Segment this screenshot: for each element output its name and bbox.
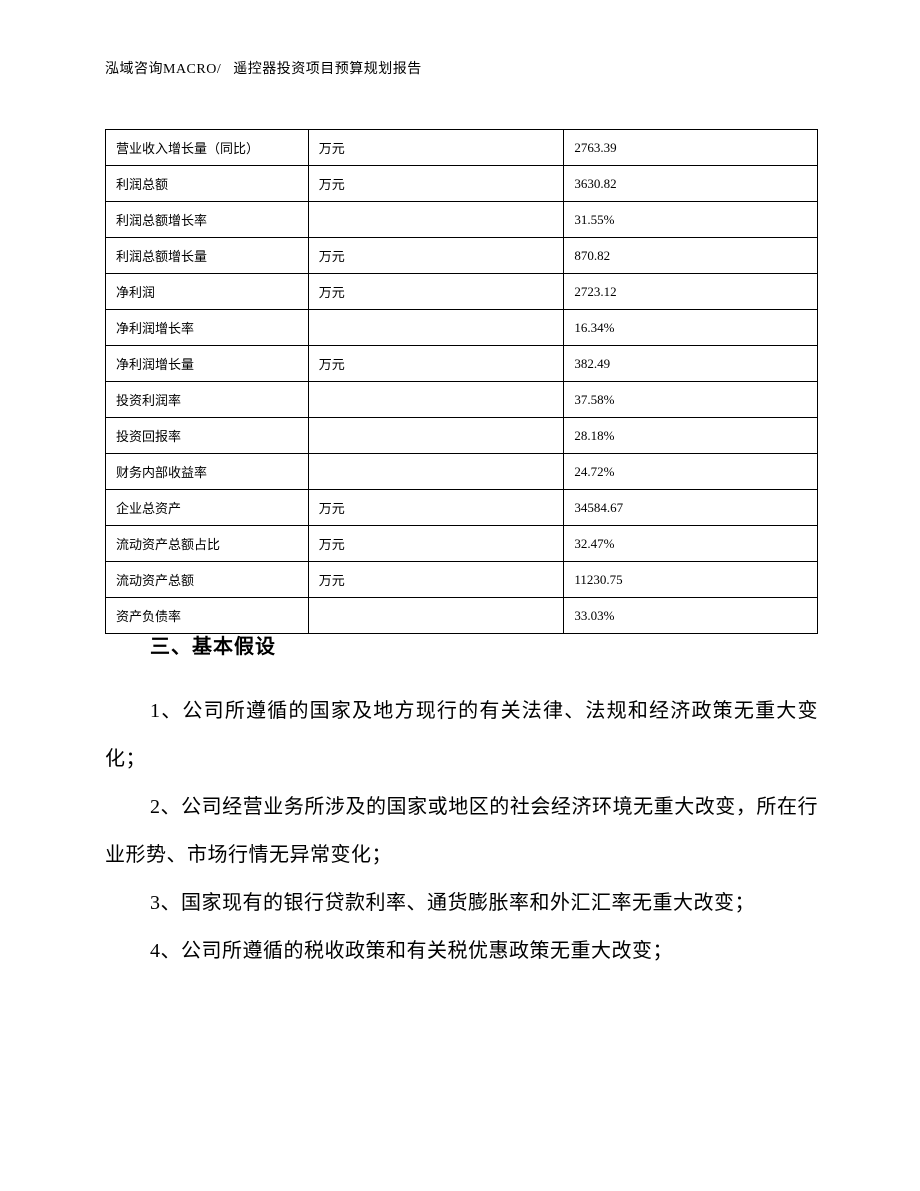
table-row: 利润总额增长量 万元 870.82 [106,238,818,274]
table-row: 净利润 万元 2723.12 [106,274,818,310]
page-header: 泓域咨询MACRO/ 遥控器投资项目预算规划报告 [105,58,422,78]
header-company: 泓域咨询MACRO/ [105,62,221,77]
cell-unit: 万元 [308,274,564,310]
table-row: 流动资产总额 万元 11230.75 [106,562,818,598]
table-body: 营业收入增长量（同比） 万元 2763.39 利润总额 万元 3630.82 利… [106,130,818,634]
cell-unit: 万元 [308,526,564,562]
cell-label: 投资利润率 [106,382,309,418]
cell-value: 382.49 [564,346,818,382]
cell-label: 流动资产总额 [106,562,309,598]
table-row: 流动资产总额占比 万元 32.47% [106,526,818,562]
cell-value: 11230.75 [564,562,818,598]
cell-value: 3630.82 [564,166,818,202]
cell-unit [308,202,564,238]
cell-value: 33.03% [564,598,818,634]
cell-unit: 万元 [308,238,564,274]
cell-value: 34584.67 [564,490,818,526]
paragraph-1: 1、公司所遵循的国家及地方现行的有关法律、法规和经济政策无重大变化； [105,687,818,783]
cell-unit [308,310,564,346]
paragraph-2: 2、公司经营业务所涉及的国家或地区的社会经济环境无重大改变，所在行业形势、市场行… [105,783,818,879]
cell-value: 870.82 [564,238,818,274]
cell-label: 资产负债率 [106,598,309,634]
cell-value: 28.18% [564,418,818,454]
cell-value: 24.72% [564,454,818,490]
cell-value: 2763.39 [564,130,818,166]
cell-value: 37.58% [564,382,818,418]
table-row: 投资利润率 37.58% [106,382,818,418]
cell-unit [308,454,564,490]
table-row: 利润总额 万元 3630.82 [106,166,818,202]
content-section: 三、基本假设 1、公司所遵循的国家及地方现行的有关法律、法规和经济政策无重大变化… [105,630,818,975]
cell-label: 净利润增长量 [106,346,309,382]
paragraph-4: 4、公司所遵循的税收政策和有关税优惠政策无重大改变； [105,927,818,975]
cell-value: 2723.12 [564,274,818,310]
cell-unit: 万元 [308,130,564,166]
cell-label: 净利润增长率 [106,310,309,346]
table-row: 营业收入增长量（同比） 万元 2763.39 [106,130,818,166]
cell-label: 流动资产总额占比 [106,526,309,562]
table-row: 净利润增长率 16.34% [106,310,818,346]
paragraph-3: 3、国家现有的银行贷款利率、通货膨胀率和外汇汇率无重大改变； [105,879,818,927]
table-row: 财务内部收益率 24.72% [106,454,818,490]
cell-unit [308,598,564,634]
table-row: 投资回报率 28.18% [106,418,818,454]
financial-table: 营业收入增长量（同比） 万元 2763.39 利润总额 万元 3630.82 利… [105,129,818,634]
section-title: 三、基本假设 [150,630,818,659]
table-row: 净利润增长量 万元 382.49 [106,346,818,382]
cell-label: 投资回报率 [106,418,309,454]
cell-label: 企业总资产 [106,490,309,526]
cell-value: 32.47% [564,526,818,562]
cell-label: 利润总额增长率 [106,202,309,238]
cell-unit [308,382,564,418]
cell-label: 利润总额增长量 [106,238,309,274]
cell-unit: 万元 [308,490,564,526]
header-title: 遥控器投资项目预算规划报告 [233,62,422,77]
cell-value: 31.55% [564,202,818,238]
cell-label: 利润总额 [106,166,309,202]
cell-unit [308,418,564,454]
cell-label: 财务内部收益率 [106,454,309,490]
cell-unit: 万元 [308,166,564,202]
cell-unit: 万元 [308,562,564,598]
cell-label: 净利润 [106,274,309,310]
table-row: 资产负债率 33.03% [106,598,818,634]
cell-unit: 万元 [308,346,564,382]
table-row: 利润总额增长率 31.55% [106,202,818,238]
financial-table-container: 营业收入增长量（同比） 万元 2763.39 利润总额 万元 3630.82 利… [105,129,818,634]
cell-label: 营业收入增长量（同比） [106,130,309,166]
cell-value: 16.34% [564,310,818,346]
table-row: 企业总资产 万元 34584.67 [106,490,818,526]
